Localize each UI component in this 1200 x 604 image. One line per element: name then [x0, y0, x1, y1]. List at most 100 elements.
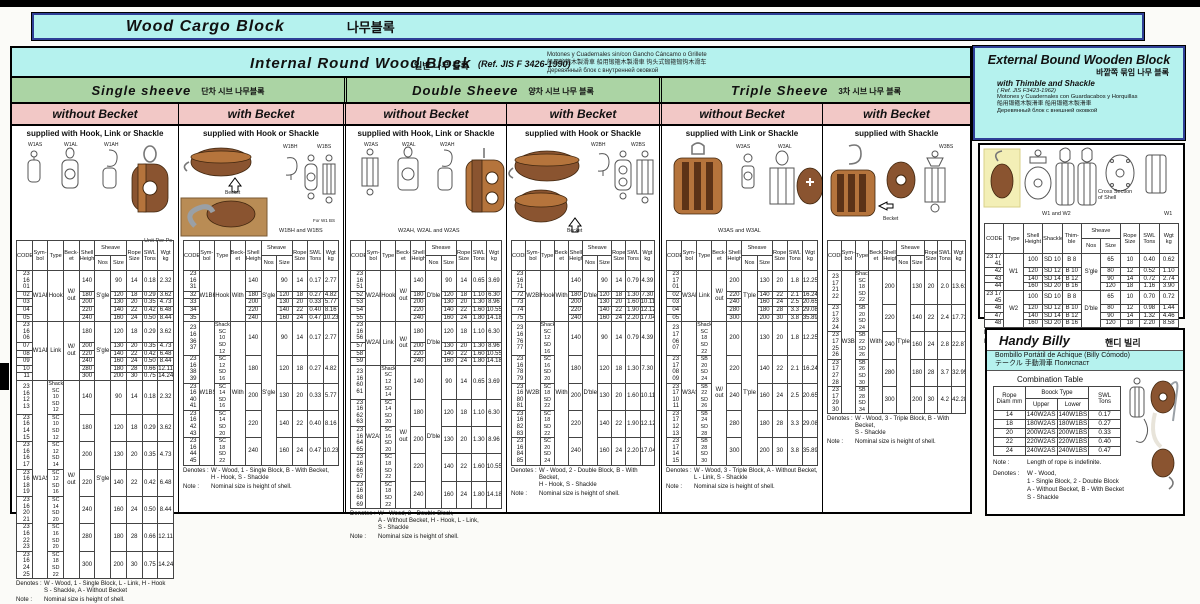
- col-header-becket: Beck- et: [229, 240, 246, 271]
- wgt-cell: 22.87: [951, 331, 966, 360]
- size-cell: 200: [110, 550, 127, 580]
- rope-cell: 24: [291, 313, 308, 323]
- swl-cell: 0.72: [1139, 274, 1160, 284]
- rope-cell: 22: [771, 355, 788, 384]
- note-label: Note :: [666, 483, 683, 490]
- size-cell: 90: [276, 321, 293, 357]
- swl-cell: 0.35: [141, 441, 159, 470]
- height-cell: 120: [1022, 304, 1044, 313]
- height-cell: 200: [78, 441, 96, 470]
- table-row: 23 16 80 81 SC 18 SD 22 200 130 20 1.60 10.11: [510, 382, 656, 411]
- rope-cell: 14: [1119, 274, 1141, 284]
- table-row: 23 16 14 15 SC 10 SD 12 180 120 18 0.29 3.62: [16, 413, 174, 443]
- thimble-cell: B 12: [1061, 311, 1082, 321]
- size-cell: 130: [110, 441, 127, 470]
- height-cell: 180: [78, 321, 96, 343]
- height-cell: 220: [78, 468, 96, 498]
- height-cell: 100: [1022, 252, 1044, 269]
- note: Note : Nominal size is height of shell.: [827, 439, 968, 446]
- code-cell: 23 17 23 24: [827, 303, 842, 333]
- col-header-rope: Rope Size: [1119, 223, 1141, 254]
- code-cell: 23 16 01: [16, 270, 33, 292]
- size-cell: 130: [756, 321, 773, 357]
- note-text: Nominal size is height of shell.: [855, 439, 936, 446]
- swl-cell: 2.0: [937, 270, 953, 305]
- col-header-shell: Shell Height: [726, 240, 743, 271]
- denotes-lines: W - Wood, 1 - Single Block, B - With Bec…: [211, 468, 329, 482]
- height-cell: 200: [726, 321, 743, 357]
- col-header-wgt: Wgt kg: [639, 240, 656, 271]
- wgt-cell: 7.30: [639, 290, 656, 300]
- wgt-cell: 2.77: [322, 321, 339, 357]
- code-cell: 11: [16, 372, 33, 381]
- table-row: 23 16 01W1AHHookW/ out140S'gle90140.182.…: [16, 269, 174, 323]
- height-cell: 160: [1022, 319, 1044, 328]
- page-edge-tab: [0, 363, 9, 390]
- swl-cell: 0.70: [1139, 289, 1160, 306]
- height-cell: 220: [410, 453, 427, 482]
- lower-block-cell: 140W1BS: [1056, 410, 1090, 420]
- note: Note : Nominal size is height of shell.: [511, 491, 657, 498]
- top-border-bar: [0, 0, 1200, 7]
- wgt-cell: 8.16: [322, 305, 339, 315]
- code-cell: 09: [16, 357, 33, 366]
- rope-cell: 20: [611, 298, 627, 307]
- type-cell: SB 22 SD 26: [696, 382, 713, 411]
- wgt-cell: 14.24: [157, 372, 174, 381]
- size-cell: 80: [1100, 304, 1121, 313]
- rope-cell: 12: [1119, 267, 1141, 276]
- text-line: W - Wood, 1 - Single Block, L - Link, H …: [44, 581, 166, 588]
- rope-cell: 18: [125, 290, 143, 300]
- size-cell: 160: [756, 298, 773, 307]
- col-header-nos: Nos: [94, 255, 112, 271]
- table-row: 23 16 18 19 SC 12 SD 16 220 140 22 0.42 6.48: [16, 468, 174, 498]
- code-cell: 23 16 66 67: [349, 453, 367, 482]
- code-cell: 23 16 14 15: [16, 413, 33, 443]
- becket-cell: With: [229, 269, 246, 323]
- upper-block-cell: 240W2AS: [1024, 446, 1058, 456]
- rope-cell: 20: [611, 382, 627, 411]
- height-cell: 200: [726, 270, 743, 292]
- height-cell: 240: [568, 437, 584, 466]
- swl-cell: 0.40: [307, 305, 324, 315]
- table-row: 72 180 120 18 1.30 7.30: [510, 290, 656, 300]
- col-header-wgt: Wgt kg: [1158, 223, 1180, 254]
- supplied-text: supplied with Shackle: [854, 129, 939, 138]
- table-row: 23 16 42 43 SC 14 SD 20 220 140 22 0.40 8.16: [183, 409, 339, 439]
- col-header-shell: Shell Height: [568, 240, 584, 271]
- size-cell: 160: [110, 495, 127, 525]
- code-cell: 23 16 16 17: [16, 441, 33, 470]
- swl-cell: 3.7: [937, 358, 953, 388]
- table-row: Nos Size: [667, 255, 818, 271]
- wgt-cell: 10.55: [485, 349, 503, 359]
- table-row: 75 240 160 24 2.20 17.04: [510, 313, 656, 323]
- size-cell: 160: [110, 313, 127, 323]
- table-row: 23 16 38 39 SC 12 SD 16 180 120 18 0.27 4.82: [183, 355, 339, 384]
- shackle-cell: SD 14: [1042, 274, 1063, 284]
- swl-cell: 0.40: [307, 409, 324, 439]
- block-illustration: [830, 144, 946, 217]
- size-cell: 130: [909, 270, 925, 305]
- code-cell: 04: [16, 305, 33, 315]
- code-cell: 23 17 21 22: [827, 270, 842, 305]
- size-cell: 180: [110, 523, 127, 552]
- spec-table-double-without-becket: CODE Sym- bol Type Beck- et Shell Height Shea…: [349, 240, 503, 510]
- swl-cell: 0.33: [307, 298, 324, 307]
- spec-table-triple-without-becket: CODE Sym- bol Type Beck- et Shell Height Shea…: [665, 240, 819, 466]
- rope-cell: 18: [125, 321, 143, 343]
- type-cell: Shackle SC 10 SD 12: [214, 321, 231, 357]
- swl-cell: 0.18: [141, 379, 159, 415]
- swl-cell: 0.27: [307, 355, 324, 384]
- unit-label: Unit Per Pc: [144, 238, 172, 244]
- size-cell: 120: [596, 355, 613, 384]
- lang-spanish: Motones y Cuadernales con Guardacabos y …: [997, 94, 1138, 100]
- becket-label: Becket: [883, 216, 899, 222]
- height-cell: 200: [882, 270, 897, 305]
- table-body: 23 16 31W1BHHookWith140S'gle90140.172.77…: [183, 269, 339, 466]
- table-row: 54 220 140 22 1.60 10.55: [349, 305, 503, 315]
- wgt-cell: 4.39: [639, 321, 656, 357]
- handy-billy-body: Combination Table Rope Diam mm Boock Type…: [987, 375, 1183, 513]
- height-cell: 220: [882, 303, 897, 333]
